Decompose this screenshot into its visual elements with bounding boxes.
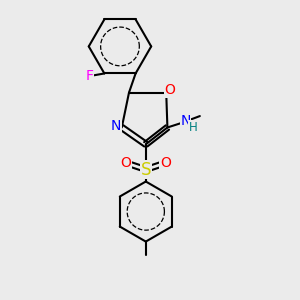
Text: F: F bbox=[85, 70, 93, 83]
Text: S: S bbox=[140, 160, 151, 178]
Text: N: N bbox=[180, 115, 190, 128]
Text: O: O bbox=[121, 156, 131, 170]
Text: N: N bbox=[111, 119, 121, 133]
Text: O: O bbox=[160, 156, 171, 170]
Text: H: H bbox=[189, 121, 198, 134]
Text: O: O bbox=[164, 83, 175, 97]
